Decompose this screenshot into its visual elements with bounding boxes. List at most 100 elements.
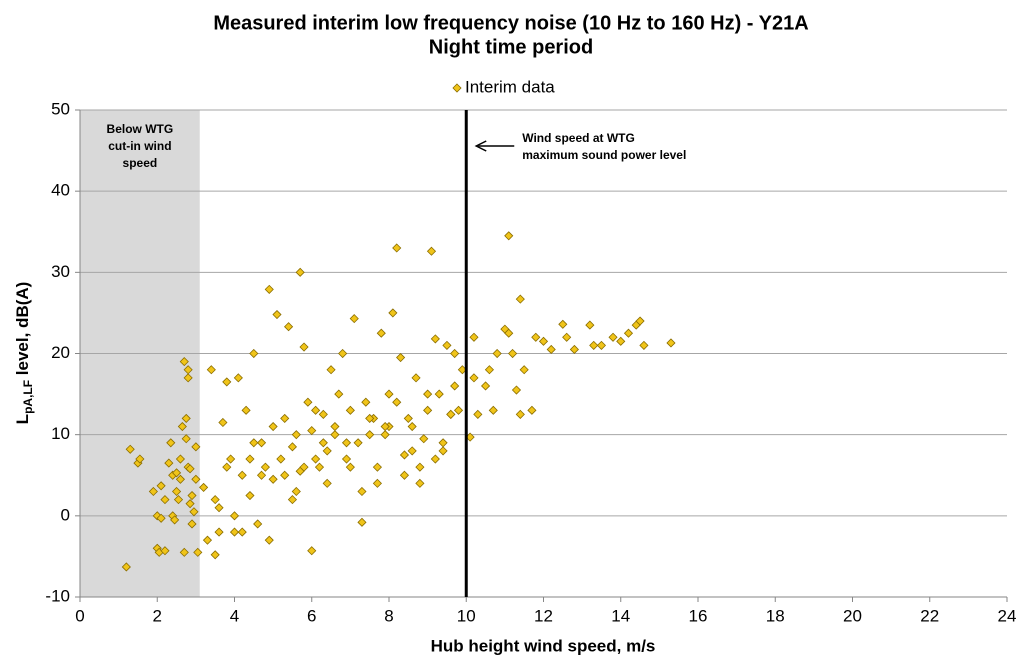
point <box>307 546 317 556</box>
x-tick-label: 12 <box>534 606 553 625</box>
point <box>608 332 618 342</box>
point <box>616 336 626 346</box>
point <box>185 499 195 509</box>
point <box>392 397 402 407</box>
point <box>345 405 355 415</box>
point <box>361 397 371 407</box>
point <box>399 470 410 480</box>
point <box>596 340 607 350</box>
x-tick-label: 6 <box>307 606 316 625</box>
point <box>264 284 274 294</box>
point <box>527 405 537 415</box>
point <box>299 342 309 352</box>
point <box>156 481 166 491</box>
point <box>311 405 321 415</box>
point <box>264 535 274 545</box>
point <box>125 444 135 454</box>
point <box>515 409 525 419</box>
point <box>345 462 355 472</box>
point <box>229 527 240 537</box>
point <box>322 478 332 488</box>
point <box>546 344 556 355</box>
point <box>531 332 541 342</box>
point <box>260 462 270 472</box>
point <box>175 454 185 464</box>
x-axis-label: Hub height wind speed, m/s <box>431 636 656 655</box>
point <box>365 430 375 440</box>
point <box>469 373 479 383</box>
point <box>508 348 518 359</box>
point <box>450 348 460 359</box>
point <box>349 314 359 324</box>
point <box>233 373 243 383</box>
point <box>353 438 363 448</box>
x-tick-label: 24 <box>998 606 1017 625</box>
x-tick-label: 0 <box>75 606 84 625</box>
point <box>268 474 278 484</box>
point <box>218 417 228 428</box>
point <box>511 385 522 395</box>
point <box>341 454 352 464</box>
shaded-label: cut-in wind <box>108 139 171 153</box>
point <box>330 430 340 440</box>
point <box>430 454 440 464</box>
point <box>635 316 645 326</box>
point <box>504 328 514 338</box>
point <box>206 365 216 375</box>
point <box>407 446 417 456</box>
point <box>280 470 290 480</box>
point <box>160 546 170 556</box>
point <box>411 373 421 383</box>
x-tick-label: 14 <box>611 606 630 625</box>
point <box>639 340 649 350</box>
point <box>222 462 232 472</box>
point <box>164 458 174 468</box>
point <box>210 495 220 505</box>
point <box>403 413 413 423</box>
point <box>237 470 247 480</box>
point <box>334 389 344 399</box>
point <box>185 464 195 474</box>
point <box>291 430 301 440</box>
point <box>365 413 375 423</box>
point <box>175 474 185 484</box>
point <box>396 352 406 363</box>
point <box>245 490 255 501</box>
point <box>303 397 313 407</box>
legend-label: Interim data <box>465 77 555 96</box>
y-tick-label: 0 <box>61 505 70 524</box>
point <box>492 348 502 359</box>
point <box>179 547 189 557</box>
point <box>415 478 425 488</box>
x-tick-label: 18 <box>766 606 785 625</box>
x-tick-label: 22 <box>920 606 939 625</box>
y-label-main: L <box>13 414 32 424</box>
y-tick-label: 20 <box>51 343 70 362</box>
y-tick-label: 10 <box>51 424 70 443</box>
chart-title: Night time period <box>429 36 593 58</box>
point <box>538 336 549 346</box>
point <box>372 462 382 472</box>
point <box>187 490 197 501</box>
point <box>210 550 220 560</box>
point <box>430 334 440 344</box>
point <box>173 495 184 505</box>
point <box>191 442 201 452</box>
y-tick-label: 40 <box>51 181 70 200</box>
point <box>488 405 498 415</box>
point <box>569 344 579 355</box>
point <box>434 389 444 399</box>
point <box>480 381 491 391</box>
point <box>484 365 494 375</box>
annotation: Wind speed at WTG <box>522 131 635 145</box>
point <box>226 454 236 464</box>
point <box>295 267 305 277</box>
point <box>453 405 464 415</box>
point <box>241 405 251 415</box>
point <box>287 495 298 505</box>
point <box>562 332 572 342</box>
point <box>372 478 382 488</box>
point <box>193 547 203 557</box>
point <box>322 446 332 456</box>
